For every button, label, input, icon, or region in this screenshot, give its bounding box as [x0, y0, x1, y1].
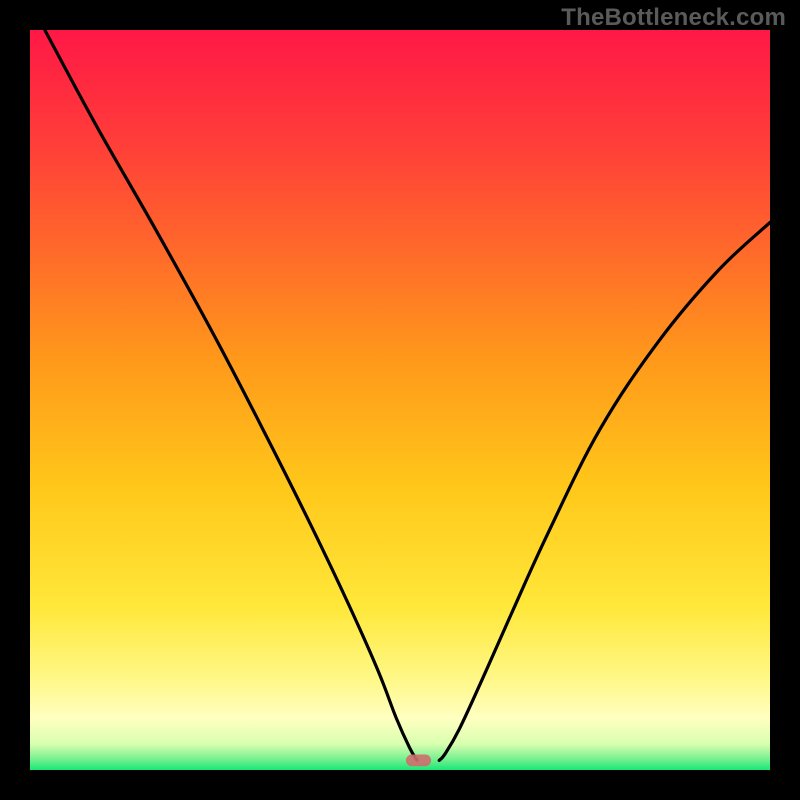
watermark-text: TheBottleneck.com — [561, 4, 786, 32]
plot-area — [30, 30, 770, 770]
gradient-background — [30, 30, 770, 770]
figure-frame: TheBottleneck.com — [0, 0, 800, 800]
